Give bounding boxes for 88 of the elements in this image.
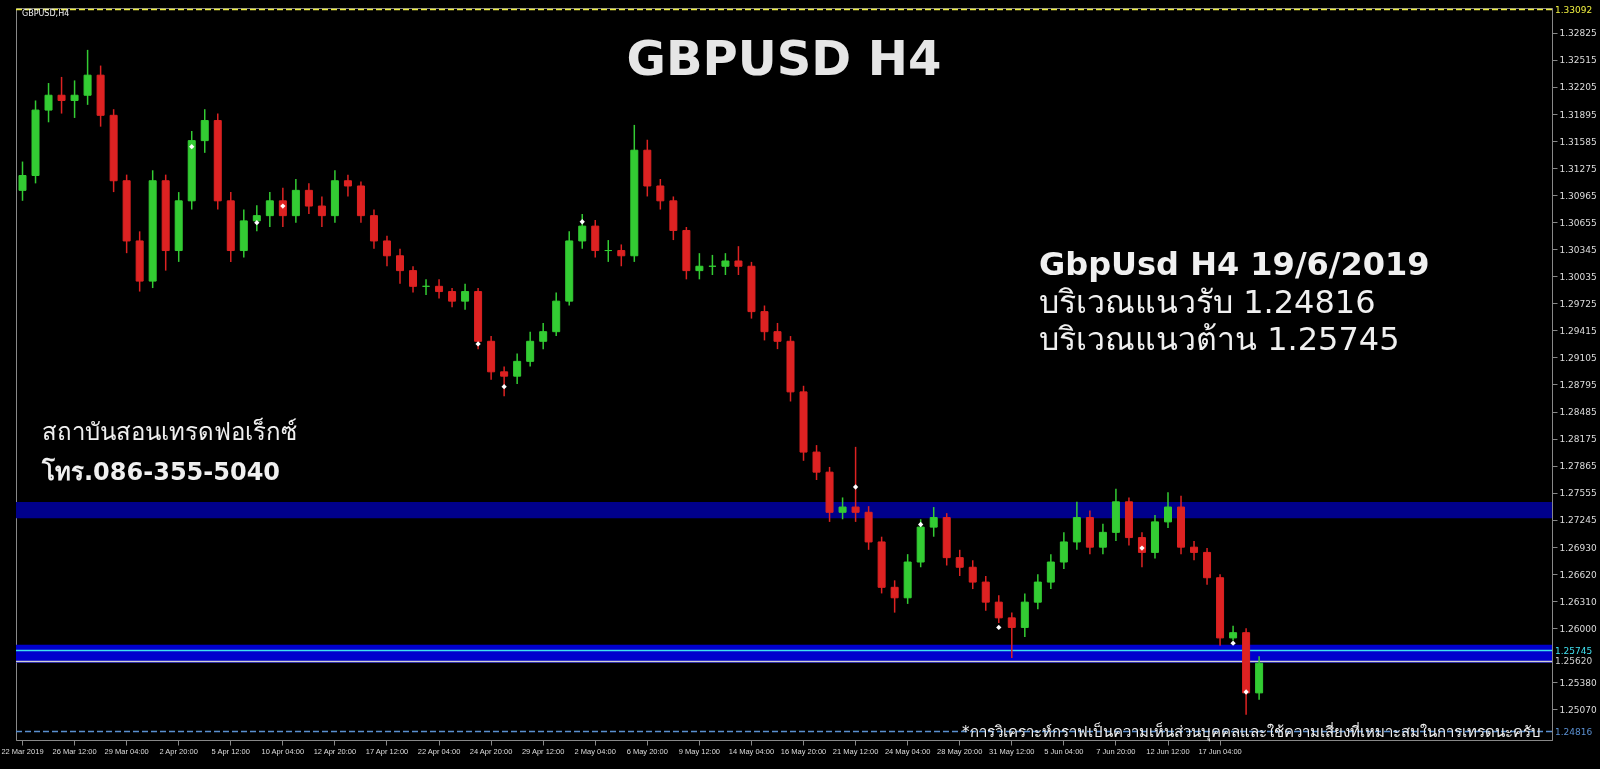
candlestick: [617, 243, 626, 267]
candlestick: [578, 213, 587, 250]
candlestick: [539, 322, 548, 350]
candlestick: [721, 252, 730, 276]
point: [189, 144, 195, 150]
y-tick-label: 1.30035: [1559, 271, 1597, 282]
candlestick: [57, 76, 66, 115]
candlestick: [83, 49, 92, 106]
candlestick: [968, 559, 977, 590]
y-tick-label: 1.30965: [1559, 190, 1597, 201]
candlestick: [304, 182, 313, 215]
y-tick-label: 1.29415: [1559, 325, 1597, 336]
candlestick: [435, 278, 444, 300]
y-tick-label: 1.31275: [1559, 163, 1597, 174]
point: [852, 484, 859, 490]
y-tick-label: 1.26930: [1559, 542, 1597, 553]
y-tick-label: 1.28795: [1559, 379, 1597, 390]
candlestick: [656, 178, 665, 211]
y-tick-label: 1.30345: [1559, 244, 1597, 255]
candlestick: [409, 265, 418, 294]
candlestick: [1046, 553, 1055, 590]
candlestick: [773, 322, 782, 350]
point: [996, 624, 1002, 631]
candlestick: [890, 579, 899, 614]
candlestick: [929, 506, 938, 538]
candlestick: [317, 195, 326, 228]
ref-line-label: 1.24816: [1555, 726, 1593, 737]
candlestick: [1007, 611, 1016, 659]
y-tick-label: 1.28485: [1559, 407, 1597, 418]
candlestick: [18, 160, 27, 202]
y-tick-label: 1.31585: [1559, 136, 1597, 147]
point: [918, 521, 924, 528]
candlestick: [70, 79, 79, 119]
y-tick-label: 1.27865: [1559, 461, 1597, 472]
candlestick: [252, 204, 261, 233]
y-tick-label: 1.26000: [1559, 623, 1597, 634]
annotation: สถาบันสอนเทรดฟอเร็กซ์: [42, 417, 297, 446]
y-tick-label: 1.31895: [1559, 109, 1597, 120]
point: [254, 219, 260, 226]
candlestick: [1098, 522, 1107, 555]
text: GBPUSD H4: [626, 29, 942, 86]
candlestick: [1033, 573, 1042, 610]
candlestick: [343, 173, 352, 198]
candlestick: [44, 82, 53, 124]
annotation: GBPUSD,H4: [22, 9, 70, 18]
y-tick-label: 1.27555: [1559, 488, 1597, 499]
point: [579, 219, 585, 225]
point: [501, 384, 507, 390]
y-tick-label: 1.28175: [1559, 434, 1597, 445]
y-tick-label: 1.26310: [1559, 596, 1597, 607]
candlestick: [382, 234, 391, 267]
annotation: บริเวณแนวต้าน 1.25745: [1039, 320, 1400, 358]
candlestick: [513, 352, 522, 385]
candlestick: [812, 444, 821, 481]
y-tick-label: 1.32825: [1559, 28, 1597, 39]
candlestick: [200, 108, 209, 154]
ref-line-label: 1.25620: [1555, 656, 1593, 667]
candlestick: [1164, 491, 1172, 529]
candlestick: [526, 330, 535, 368]
candlestick: [851, 446, 860, 523]
candlestick: [396, 248, 404, 285]
candlestick: [695, 252, 704, 281]
candlestick: [448, 287, 457, 309]
candlestick: [760, 304, 769, 342]
annotation: โทร.086-355-5040: [41, 457, 281, 486]
y-tick-label: 1.27245: [1559, 515, 1597, 526]
y-tick-label: 1.25380: [1559, 677, 1597, 688]
candlestick: [981, 575, 990, 612]
y-tick-label: 1.30655: [1559, 217, 1597, 228]
y-tick-label: 1.29725: [1559, 298, 1597, 309]
annotation: GbpUsd H4 19/6/2019: [1039, 245, 1430, 283]
y-tick-label: 1.32515: [1559, 55, 1597, 66]
candlestick: [955, 549, 964, 577]
candlestick: [1059, 531, 1068, 570]
y-tick-label: 1.29105: [1559, 352, 1597, 363]
candlestick: [994, 594, 1003, 624]
y-tick-label: 1.26620: [1559, 569, 1597, 580]
ref-line-label: 1.33092: [1555, 4, 1593, 15]
candlestick: [461, 282, 470, 311]
candlestick: [838, 496, 847, 521]
y-tick-label: 1.32205: [1559, 82, 1597, 93]
annotation: บริเวณแนวรับ 1.24816: [1039, 283, 1376, 321]
ref-line-label: 1.25745: [1555, 645, 1593, 656]
y-tick-label: 1.25070: [1559, 704, 1597, 715]
candlestick: [500, 365, 509, 397]
candlestick: [734, 245, 743, 276]
candlestick: [265, 191, 274, 228]
candlestick: [1190, 540, 1199, 562]
